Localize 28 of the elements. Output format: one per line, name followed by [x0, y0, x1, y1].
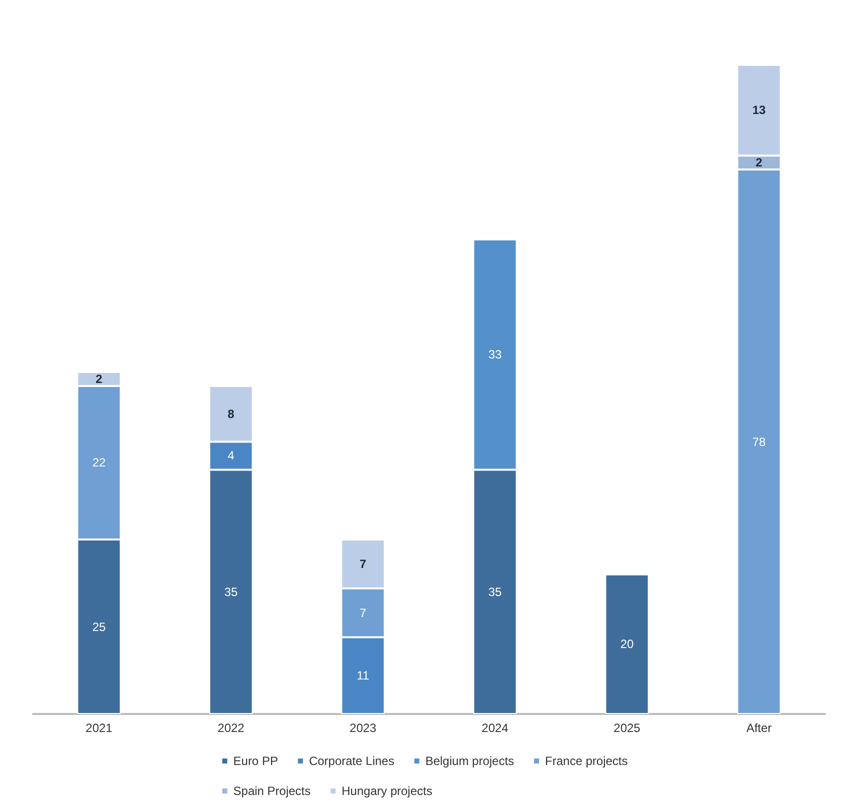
data-label: 22 — [92, 456, 106, 470]
data-label: 25 — [92, 620, 106, 634]
data-label: 35 — [224, 584, 238, 599]
data-label: 7 — [360, 556, 367, 571]
bar — [605, 574, 649, 714]
x-tick-label: After — [746, 721, 772, 735]
data-label: 78 — [752, 434, 766, 449]
data-label: 20 — [620, 637, 634, 652]
legend-label: Hungary projects — [342, 784, 432, 798]
data-label: 13 — [752, 103, 766, 118]
legend-label: Corporate Lines — [308, 754, 394, 768]
data-label: 2 — [756, 156, 763, 170]
legend-label: Euro PP — [233, 754, 278, 768]
x-tick-label: 2025 — [614, 721, 641, 735]
data-label: 35 — [488, 584, 502, 599]
x-tick-label: 2023 — [350, 721, 377, 735]
data-label: 33 — [488, 348, 502, 362]
legend-label: France projects — [545, 754, 628, 768]
data-label: 7 — [360, 606, 367, 620]
x-tick-label: 2021 — [86, 721, 113, 735]
data-label: 11 — [356, 668, 370, 683]
x-tick-label: 2022 — [218, 721, 245, 735]
data-label: 4 — [228, 448, 235, 463]
legend-label: Belgium projects — [425, 754, 514, 768]
legend-label: Spain Projects — [233, 784, 311, 798]
data-label: 2 — [96, 372, 103, 386]
x-tick-label: 2024 — [482, 721, 509, 735]
data-label: 8 — [228, 406, 235, 421]
